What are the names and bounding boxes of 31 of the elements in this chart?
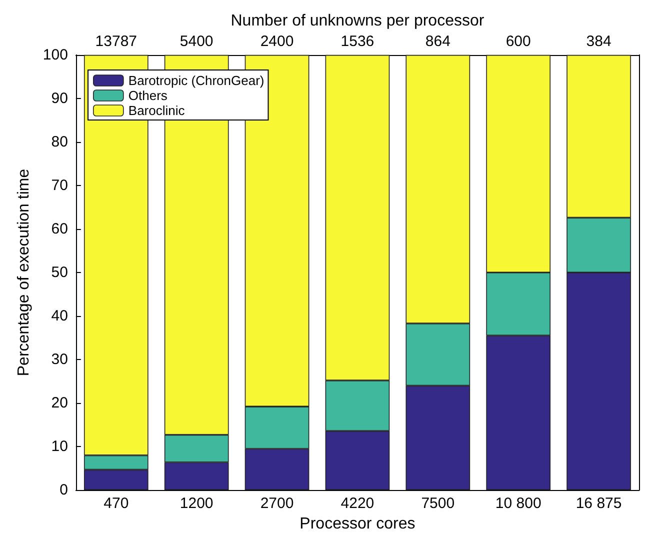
y-axis-title: Percentage of execution time	[16, 168, 32, 376]
text: 1536	[340, 32, 374, 50]
y-tick-label: 60	[51, 220, 68, 238]
y-tick-label: 20	[51, 394, 68, 412]
text: 13787	[95, 32, 138, 50]
y-tick-label: 80	[51, 133, 68, 150]
text: 864	[425, 32, 450, 50]
y-tick-label: 100	[42, 46, 68, 64]
y-tick-label: 0	[60, 482, 68, 499]
legend-label: Baroclinic	[128, 103, 186, 118]
x-tick-label: 2700	[260, 495, 294, 512]
x-tick-label: 1200	[180, 495, 214, 512]
x-tick-label: 470	[104, 495, 129, 512]
x-tick-label: 7500	[421, 495, 455, 512]
x-axis-title: Processor cores	[300, 516, 416, 532]
y-tick-label: 50	[51, 264, 68, 281]
legend-label: Barotropic (ChronGear)	[128, 73, 264, 88]
x-tick-label: 4220	[340, 495, 374, 512]
y-tick-label: 40	[51, 308, 68, 325]
y-tick-label: 10	[51, 438, 68, 456]
y-tick-label: 90	[51, 90, 68, 107]
x2-axis-title: Number of unknowns per processor	[230, 12, 485, 30]
text: 600	[506, 32, 531, 50]
text: 2400	[260, 32, 294, 50]
y-tick-label: 70	[51, 176, 68, 194]
text: 5400	[180, 32, 214, 50]
x-tick-label: 16 875	[576, 495, 622, 512]
legend-label: Others	[128, 88, 168, 103]
y-tick-label: 30	[51, 351, 68, 368]
x-tick-label: 10 800	[495, 495, 542, 512]
text: 384	[586, 32, 612, 50]
